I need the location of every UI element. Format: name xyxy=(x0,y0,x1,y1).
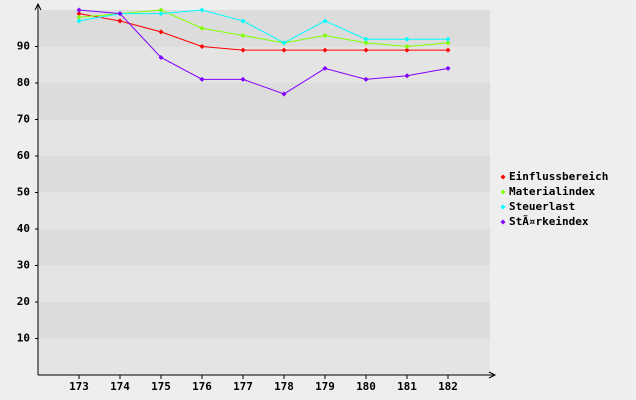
point xyxy=(199,25,205,31)
point xyxy=(240,47,246,53)
point xyxy=(281,91,287,97)
x-tick-label: 178 xyxy=(274,380,294,393)
legend-marker xyxy=(500,204,506,210)
grid-band xyxy=(38,192,490,229)
grid-band xyxy=(38,338,490,375)
y-tick-label: 10 xyxy=(17,332,30,345)
point xyxy=(240,33,246,39)
x-tick-label: 182 xyxy=(438,380,458,393)
point xyxy=(404,47,410,53)
legend-marker xyxy=(500,219,506,225)
legend-label: Einflussbereich xyxy=(509,170,608,183)
series-line xyxy=(78,9,449,95)
y-tick-label: 30 xyxy=(17,259,30,272)
y-tick-label: 20 xyxy=(17,295,30,308)
point xyxy=(199,7,205,13)
point xyxy=(240,18,246,24)
point xyxy=(117,18,123,24)
point xyxy=(76,7,82,13)
grid-band xyxy=(38,302,490,339)
point xyxy=(199,44,205,49)
series-line xyxy=(78,13,448,51)
point xyxy=(158,54,164,60)
y-tick-label: 80 xyxy=(17,76,30,89)
y-tick-label: 70 xyxy=(17,113,30,126)
series-line xyxy=(78,9,448,44)
point xyxy=(76,18,82,24)
grid-band xyxy=(38,10,490,47)
x-tick-label: 175 xyxy=(151,380,171,393)
y-tick-label: 60 xyxy=(17,149,30,162)
grid-band xyxy=(38,83,490,120)
point xyxy=(445,47,451,53)
point xyxy=(76,14,82,20)
y-tick-label: 40 xyxy=(17,222,30,235)
y-tick-label: 50 xyxy=(17,186,30,199)
x-tick-label: 181 xyxy=(397,380,417,393)
grid-band xyxy=(38,229,490,266)
point xyxy=(240,76,246,82)
point xyxy=(404,44,410,49)
point xyxy=(445,65,451,71)
x-tick-label: 174 xyxy=(110,380,130,393)
point xyxy=(363,40,369,46)
y-tick-label: 90 xyxy=(17,40,30,53)
point xyxy=(322,33,328,39)
point xyxy=(363,47,369,53)
point xyxy=(199,76,205,82)
legend-label: Materialindex xyxy=(509,185,595,198)
point xyxy=(322,47,328,53)
x-tick-label: 179 xyxy=(315,380,335,393)
x-tick-label: 176 xyxy=(192,380,212,393)
legend-marker xyxy=(500,174,506,180)
series-line xyxy=(78,9,449,48)
point xyxy=(363,36,369,42)
point xyxy=(158,11,164,17)
point xyxy=(158,7,164,13)
point xyxy=(404,36,410,42)
grid-band xyxy=(38,46,490,83)
legend-label: Steuerlast xyxy=(509,200,575,213)
point xyxy=(281,40,287,46)
point xyxy=(445,40,451,46)
point xyxy=(445,36,451,42)
point xyxy=(322,18,328,24)
point xyxy=(281,47,287,53)
x-tick-label: 177 xyxy=(233,380,253,393)
point xyxy=(404,73,410,79)
y-axis-arrow xyxy=(34,2,42,11)
x-tick-label: 173 xyxy=(69,380,89,393)
grid-band xyxy=(38,265,490,302)
x-axis-arrow xyxy=(488,371,497,379)
legend-label: StÃ¤rkeindex xyxy=(509,215,589,228)
x-tick-label: 180 xyxy=(356,380,376,393)
point xyxy=(158,29,164,35)
legend-marker xyxy=(500,189,506,195)
point xyxy=(363,76,369,82)
point xyxy=(322,65,328,71)
grid-band xyxy=(38,119,490,156)
point xyxy=(76,11,82,17)
point xyxy=(117,11,123,17)
grid-band xyxy=(38,156,490,193)
